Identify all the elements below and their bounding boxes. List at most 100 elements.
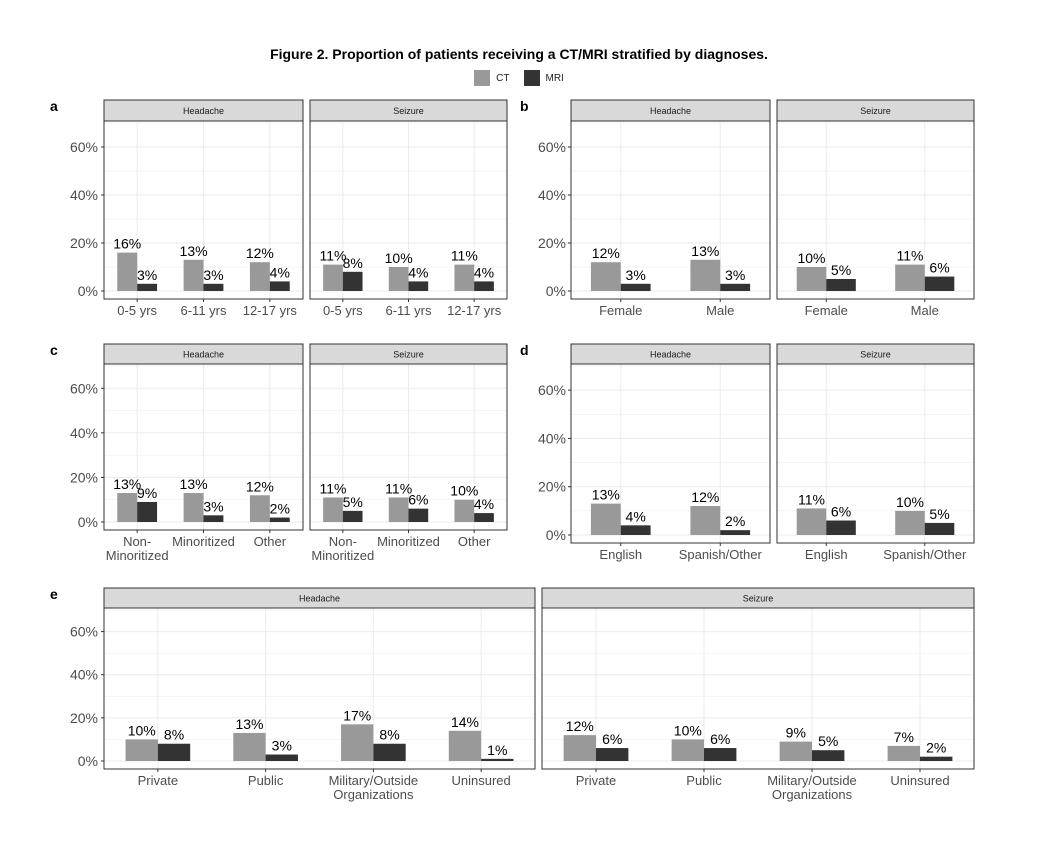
y-tick-label: 60% <box>70 380 98 396</box>
facet-border-d-headache <box>570 363 771 544</box>
bar-ct <box>895 264 925 291</box>
x-tick-label: Private <box>576 773 616 788</box>
bar-mri <box>373 743 406 761</box>
bar-ct <box>671 739 704 761</box>
bar-mri <box>157 743 191 761</box>
x-tick-label: Male <box>706 303 734 318</box>
data-label-ct: 12% <box>691 489 719 505</box>
data-label-mri: 9% <box>137 485 157 501</box>
y-tick-label: 20% <box>70 235 98 251</box>
data-label-mri: 6% <box>929 260 949 276</box>
bar-ct <box>796 508 827 535</box>
data-label-ct: 13% <box>180 243 208 259</box>
data-label-ct: 17% <box>343 707 371 723</box>
facet-strip-label-d-seizure: Seizure <box>860 350 891 360</box>
x-tick-label: Other <box>458 534 491 549</box>
bar-mri <box>826 279 856 291</box>
x-tick-label: Spanish/Other <box>883 547 967 562</box>
data-label-mri: 5% <box>343 494 363 510</box>
bar-mri <box>826 520 856 535</box>
data-label-ct: 9% <box>786 725 806 741</box>
data-label-ct: 11% <box>385 480 412 496</box>
figure-title: Figure 2. Proportion of patients receivi… <box>270 46 768 62</box>
bar-ct <box>183 493 204 522</box>
y-tick-label: 20% <box>70 469 98 485</box>
panel-label-e: e <box>50 586 58 602</box>
data-label-mri: 3% <box>272 738 292 754</box>
data-label-mri: 4% <box>474 496 494 512</box>
panel-label-b: b <box>520 98 529 114</box>
bar-ct <box>341 724 374 761</box>
data-label-ct: 13% <box>691 243 719 259</box>
x-tick-label: Military/Outside <box>767 773 857 788</box>
facet-strip-label-c-headache: Headache <box>183 350 224 360</box>
data-label-mri: 3% <box>137 267 157 283</box>
y-tick-label: 40% <box>70 667 98 683</box>
bar-mri <box>137 501 158 522</box>
data-label-mri: 4% <box>474 264 494 280</box>
bar-mri <box>812 750 845 761</box>
y-tick-label: 40% <box>538 430 566 446</box>
facet-strip-label-a-seizure: Seizure <box>393 106 424 116</box>
legend: CT MRI <box>0 70 1038 86</box>
data-label-mri: 6% <box>408 492 428 508</box>
bar-mri <box>137 283 158 291</box>
x-tick-label: Spanish/Other <box>679 547 763 562</box>
x-tick-label: 0-5 yrs <box>117 303 157 318</box>
y-tick-label: 60% <box>70 139 98 155</box>
y-tick-label: 40% <box>70 425 98 441</box>
bar-ct <box>690 259 721 291</box>
data-label-mri: 6% <box>831 504 851 520</box>
facet-border-e-headache <box>103 607 536 770</box>
data-label-mri: 2% <box>725 513 745 529</box>
y-tick-label: 60% <box>70 624 98 640</box>
x-tick-label: Public <box>686 773 722 788</box>
bar-ct <box>117 252 138 291</box>
data-label-mri: 8% <box>164 727 184 743</box>
bar-ct <box>796 267 827 291</box>
data-label-ct: 13% <box>592 487 620 503</box>
bar-ct <box>454 264 475 291</box>
x-tick-label: Public <box>248 773 284 788</box>
data-label-mri: 6% <box>710 731 730 747</box>
data-label-ct: 11% <box>798 491 825 507</box>
bar-ct <box>249 495 270 522</box>
data-label-ct: 10% <box>128 722 156 738</box>
x-tick-label: Male <box>911 303 939 318</box>
bar-ct <box>125 739 158 761</box>
facet-strip-label-b-seizure: Seizure <box>860 106 891 116</box>
legend-label-ct: CT <box>496 72 510 84</box>
y-tick-label: 0% <box>546 283 566 299</box>
facet-border-c-seizure <box>309 363 508 531</box>
x-tick-label: 12-17 yrs <box>447 303 502 318</box>
facet-strip-label-e-seizure: Seizure <box>743 594 774 604</box>
legend-item-ct: CT <box>474 70 510 86</box>
data-label-ct: 11% <box>451 248 478 264</box>
x-tick-label: Private <box>138 773 178 788</box>
data-label-ct: 16% <box>113 236 141 252</box>
x-tick-label: 6-11 yrs <box>386 303 432 318</box>
bar-mri <box>474 513 494 522</box>
bar-ct <box>454 499 475 522</box>
y-tick-label: 20% <box>70 710 98 726</box>
data-label-ct: 13% <box>113 476 141 492</box>
x-tick-label: Uninsured <box>451 773 510 788</box>
data-label-ct: 10% <box>797 250 825 266</box>
y-tick-label: 40% <box>70 187 98 203</box>
bar-ct <box>183 259 204 291</box>
facet-border-b-headache <box>570 120 771 300</box>
bar-ct <box>117 493 138 522</box>
facet-strip-label-a-headache: Headache <box>183 106 224 116</box>
bar-ct <box>388 497 409 522</box>
data-label-ct: 11% <box>896 248 923 264</box>
bar-mri <box>408 281 429 291</box>
bar-mri <box>342 271 363 291</box>
data-label-mri: 3% <box>725 267 745 283</box>
bar-mri <box>924 522 955 535</box>
data-label-mri: 4% <box>270 264 290 280</box>
y-tick-label: 40% <box>538 187 566 203</box>
bar-mri <box>720 530 751 535</box>
bar-mri <box>474 281 494 291</box>
bar-ct <box>388 267 409 291</box>
bar-mri <box>481 758 514 761</box>
